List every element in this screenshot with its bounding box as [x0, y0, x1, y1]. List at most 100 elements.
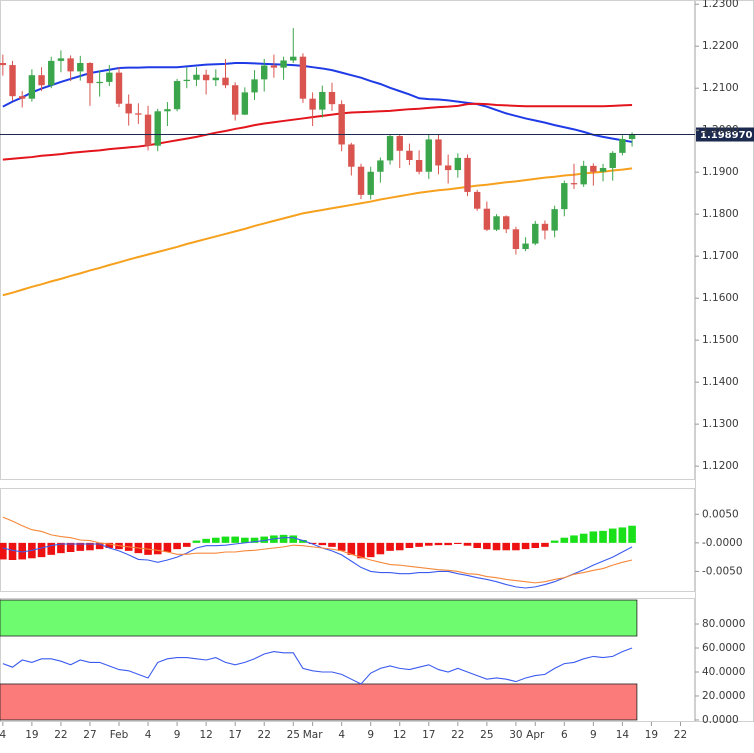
y-tick-label: 60.0000 [702, 642, 745, 654]
macd-histogram-bar [357, 542, 365, 559]
macd-histogram-bar [492, 542, 501, 551]
candle-body [280, 60, 287, 68]
x-tick-label: 4 [0, 729, 6, 741]
candle-body [251, 79, 258, 93]
x-tick-label: 17 [228, 729, 241, 741]
macd-histogram-bar [250, 537, 259, 543]
panel [0, 599, 638, 721]
candle-body [473, 191, 481, 209]
y-tick-label: 1.1200 [702, 460, 739, 472]
rsi-line [2, 647, 633, 685]
candle-body [348, 144, 355, 167]
macd-histogram-bar [328, 542, 336, 547]
x-tick-label: 12 [199, 729, 212, 741]
x-tick-label: 30 [509, 729, 522, 741]
macd-histogram-bar [444, 542, 452, 546]
candle-body [493, 216, 500, 230]
x-tick-label: Mar [303, 729, 323, 741]
macd-line [2, 537, 633, 589]
candle-body [319, 91, 326, 110]
macd-histogram-bar [18, 542, 27, 560]
macd-histogram-bar [599, 530, 607, 543]
macd-histogram-bar [521, 542, 530, 550]
candle-body [357, 166, 365, 195]
macd-histogram-bar [318, 542, 327, 546]
x-tick-label: 4 [338, 729, 345, 741]
macd-histogram-bar [57, 542, 65, 554]
macd-histogram-bar [463, 542, 472, 546]
y-tick-label: 1.1300 [702, 418, 739, 430]
candle-body [299, 56, 307, 99]
candle-body [425, 139, 432, 172]
macd-histogram-bar [192, 540, 201, 543]
x-tick-label: 9 [367, 729, 374, 741]
macd-histogram-bar [0, 542, 7, 560]
macd-histogram-bar [366, 542, 375, 558]
candle-body [222, 77, 229, 86]
macd-histogram-bar [8, 542, 17, 560]
macd-histogram-bar [163, 542, 172, 552]
x-tick-label: 17 [422, 729, 435, 741]
candle-body [19, 96, 26, 99]
candle-body [328, 91, 336, 105]
candle-body [135, 113, 142, 115]
x-tick-label: 25 [480, 729, 493, 741]
macd-histogram-bar [37, 542, 46, 558]
macd-histogram-bar [202, 538, 210, 543]
macd-histogram-bar [541, 542, 549, 547]
y-tick-label: 1.1500 [702, 334, 739, 346]
y-tick-label: 20.0000 [702, 690, 745, 702]
candle-body [367, 171, 374, 195]
panel [0, 516, 636, 589]
candle-body [570, 183, 578, 185]
candle-body [628, 134, 636, 140]
x-tick-label: 6 [561, 729, 568, 741]
candle-body [144, 114, 152, 146]
x-tick-label: 19 [645, 729, 658, 741]
macd-histogram-bar [560, 537, 569, 543]
candle-body [115, 72, 123, 104]
macd-line [2, 516, 633, 584]
y-tick-label: -0.0000 [702, 537, 743, 549]
candle-body [338, 104, 345, 145]
rsi-band [0, 599, 638, 637]
macd-histogram-bar [618, 527, 627, 543]
candle-body [599, 167, 607, 172]
candle-body [183, 79, 190, 82]
macd-histogram-bar [415, 542, 423, 547]
macd-histogram-bar [212, 537, 220, 543]
candle-body [522, 243, 529, 250]
candle-body [551, 209, 558, 231]
candle-body [590, 165, 597, 172]
x-tick-label: 22 [54, 729, 67, 741]
candle-body [309, 98, 316, 110]
x-tick-label: 27 [83, 729, 96, 741]
candle-body [231, 85, 239, 115]
rsi-band [0, 683, 638, 721]
moving-average-line [2, 167, 633, 297]
macd-histogram-bar [182, 542, 191, 547]
macd-histogram-bar [337, 542, 346, 551]
macd-panel-frame [0, 488, 695, 592]
candle-body [435, 139, 442, 166]
candle-body [0, 62, 7, 66]
candle-body [270, 65, 278, 68]
x-tick-label: 22 [451, 729, 464, 741]
macd-histogram-bar [279, 534, 288, 543]
y-tick-label: 80.0000 [702, 618, 745, 630]
candle-body [125, 103, 132, 114]
x-tick-label: 22 [258, 729, 271, 741]
macd-histogram-bar [405, 542, 414, 548]
candle-body [193, 74, 200, 80]
y-tick-label: -0.0050 [702, 565, 743, 577]
macd-histogram-bar [66, 542, 75, 552]
y-tick-label: 0.0000 [702, 714, 739, 726]
candle-body [77, 62, 84, 72]
price-panel-frame [0, 0, 695, 480]
macd-histogram-bar [86, 542, 94, 551]
y-tick-label: 0.0050 [702, 508, 739, 520]
candle-body [9, 65, 16, 97]
candle-body [396, 136, 403, 151]
candle-body [454, 157, 462, 171]
